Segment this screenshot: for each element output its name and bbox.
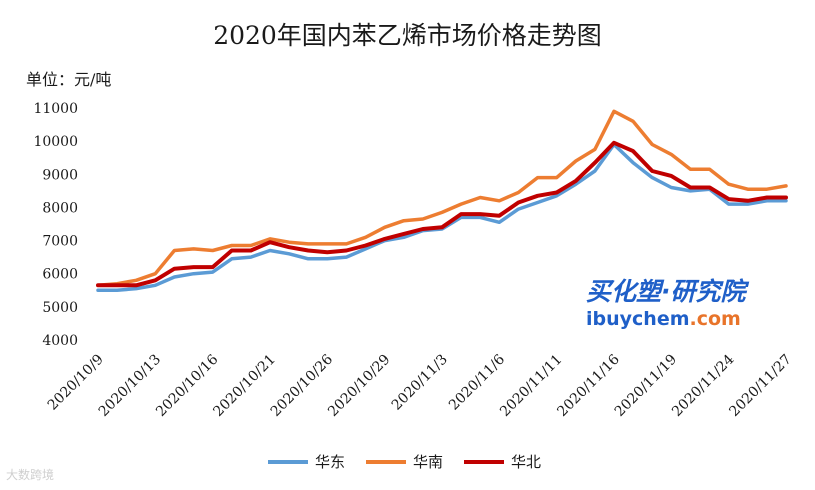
corner-watermark: 大数跨境 bbox=[6, 468, 55, 482]
y-tick-label: 8000 bbox=[42, 200, 78, 216]
x-tick-label: 2020/11/27 bbox=[726, 352, 794, 420]
y-tick-label: 10000 bbox=[33, 134, 78, 150]
brand-watermark-main: ibuychem bbox=[586, 308, 690, 330]
x-tick-label: 2020/11/3 bbox=[389, 352, 451, 414]
brand-watermark-en: ibuychem.com bbox=[586, 308, 741, 330]
brand-watermark-suffix: .com bbox=[689, 308, 741, 330]
legend-label-3: 华北 bbox=[511, 453, 541, 471]
x-tick-label: 2020/10/9 bbox=[45, 352, 107, 414]
brand-watermark-zh: 买化塑·研究院 bbox=[586, 277, 746, 306]
chart-title: 2020年国内苯乙烯市场价格走势图 bbox=[213, 21, 602, 50]
legend-label-1: 华东 bbox=[315, 453, 345, 471]
y-tick-label: 7000 bbox=[42, 234, 78, 250]
y-tick-label: 4000 bbox=[42, 333, 78, 349]
x-tick-label: 2020/10/29 bbox=[325, 352, 393, 420]
series-line-2 bbox=[96, 109, 788, 288]
y-tick-label: 5000 bbox=[42, 300, 78, 316]
y-axis-unit-label: 单位：元/吨 bbox=[26, 70, 112, 89]
series-line-3 bbox=[96, 140, 788, 288]
y-tick-label: 11000 bbox=[33, 101, 78, 117]
y-tick-label: 6000 bbox=[42, 267, 78, 283]
x-tick-label: 2020/11/6 bbox=[446, 351, 508, 413]
legend-label-2: 华南 bbox=[413, 453, 443, 471]
y-tick-label: 9000 bbox=[42, 167, 78, 183]
